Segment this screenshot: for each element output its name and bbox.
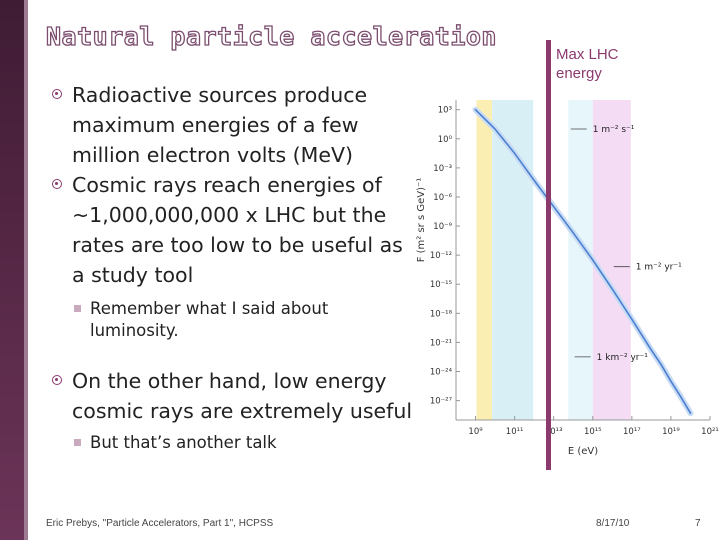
subbullet-marker-icon bbox=[74, 439, 81, 446]
x-axis-label: E (eV) bbox=[568, 446, 598, 457]
cosmic-ray-flux-plot: 10³ 10⁰ 10⁻³ 10⁻⁶ 10⁻⁹ 10⁻¹² 10⁻¹⁵ 10⁻¹⁸ 10⁻²¹ 10… bbox=[416, 100, 719, 457]
y-tick-label: 10⁻¹⁵ bbox=[430, 280, 452, 290]
bullet-text: Radioactive sources produce maximum ener… bbox=[72, 83, 368, 167]
x-tick-label: 10¹⁷ bbox=[623, 427, 641, 437]
energy-band bbox=[476, 100, 493, 420]
footer-citation: Eric Prebys, "Particle Accelerators, Par… bbox=[46, 518, 274, 529]
energy-band bbox=[592, 100, 631, 420]
max-lhc-energy-marker bbox=[546, 40, 551, 470]
sidebar-strip bbox=[24, 0, 28, 540]
y-tick-label: 10⁻¹⁸ bbox=[430, 309, 453, 319]
y-tick-label: 10⁻²⁷ bbox=[430, 397, 453, 407]
bullet-radioactive: Radioactive sources produce maximum ener… bbox=[48, 80, 413, 170]
x-tick-label: 10¹³ bbox=[545, 427, 563, 437]
flux-curve bbox=[474, 108, 692, 415]
rate-annotation: 1 m⁻² s⁻¹ bbox=[593, 125, 635, 135]
y-tick-label: 10⁻⁶ bbox=[433, 193, 452, 203]
max-lhc-energy-label: Max LHC energy bbox=[556, 46, 619, 82]
bullet-low-energy: On the other hand, low energy cosmic ray… bbox=[48, 366, 413, 426]
footer-page-number: 7 bbox=[695, 518, 701, 529]
bullet-marker-icon bbox=[52, 375, 62, 385]
bullet-text: On the other hand, low energy cosmic ray… bbox=[72, 369, 413, 423]
subbullet-another-talk: But that’s another talk bbox=[48, 432, 413, 454]
x-tick-label: 10¹⁹ bbox=[662, 427, 680, 437]
subbullet-text: Remember what I said about luminosity. bbox=[90, 299, 329, 340]
y-tick-label: 10⁰ bbox=[438, 135, 453, 145]
y-axis-label: F (m² sr s GeV)⁻¹ bbox=[416, 178, 427, 263]
subbullet-text: But that’s another talk bbox=[90, 433, 277, 452]
rate-annotation: 1 km⁻² yr⁻¹ bbox=[597, 353, 649, 363]
bullet-marker-icon bbox=[52, 89, 62, 99]
bullet-cosmic-rays: Cosmic rays reach energies of ~1,000,000… bbox=[48, 170, 413, 290]
x-tick-label: 10⁹ bbox=[468, 427, 483, 437]
rate-annotation: 1 m⁻² yr⁻¹ bbox=[636, 263, 682, 273]
x-tick-label: 10¹⁵ bbox=[584, 427, 602, 437]
bullet-marker-icon bbox=[52, 179, 62, 189]
slide-title: Natural particle acceleration bbox=[45, 21, 497, 51]
bullet-list: Radioactive sources produce maximum ener… bbox=[48, 80, 413, 454]
x-tick-label: 10²¹ bbox=[701, 427, 719, 437]
cosmic-ray-flux-chart: 10³ 10⁰ 10⁻³ 10⁻⁶ 10⁻⁹ 10⁻¹² 10⁻¹⁵ 10⁻¹⁸ 10⁻²¹ 10… bbox=[404, 88, 719, 472]
subbullet-luminosity: Remember what I said about luminosity. bbox=[48, 298, 413, 342]
y-tick-label: 10⁻¹² bbox=[430, 251, 452, 261]
y-tick-label: 10⁻⁹ bbox=[433, 222, 452, 232]
energy-band bbox=[568, 100, 593, 420]
y-tick-label: 10³ bbox=[438, 106, 452, 116]
subbullet-marker-icon bbox=[74, 305, 81, 312]
y-tick-label: 10⁻²¹ bbox=[430, 338, 452, 348]
footer-date: 8/17/10 bbox=[596, 518, 630, 529]
sidebar-bar bbox=[0, 0, 24, 540]
y-tick-label: 10⁻³ bbox=[433, 164, 452, 174]
bullet-text: Cosmic rays reach energies of ~1,000,000… bbox=[72, 173, 403, 287]
y-tick-label: 10⁻²⁴ bbox=[430, 368, 453, 378]
x-tick-label: 10¹¹ bbox=[506, 427, 524, 437]
